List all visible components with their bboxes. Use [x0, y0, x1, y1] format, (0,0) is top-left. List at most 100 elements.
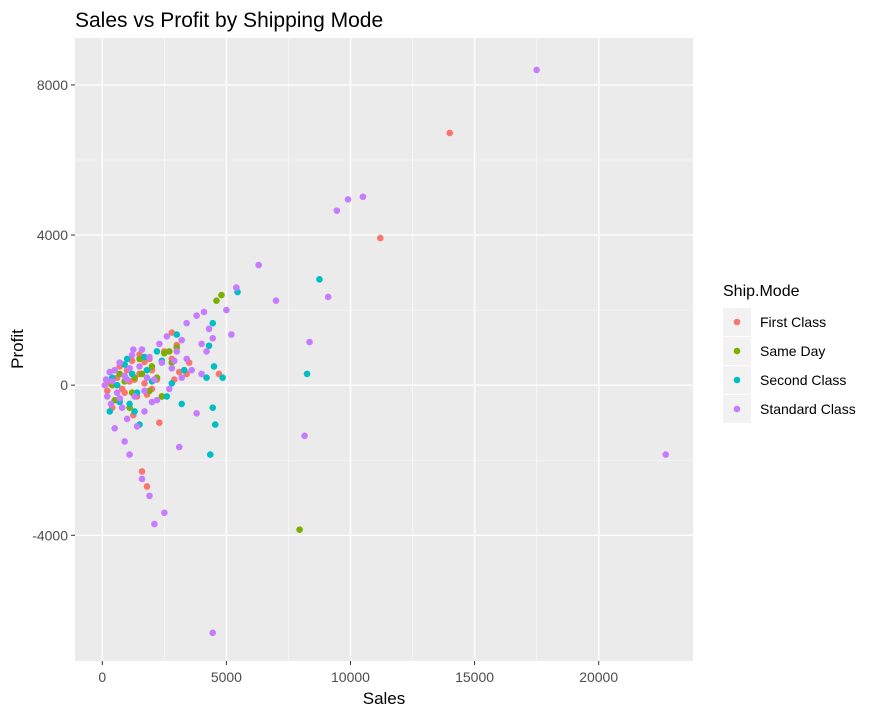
- point-standard-class: [223, 306, 230, 314]
- point-standard-class: [333, 207, 341, 214]
- point-standard-class: [344, 196, 352, 203]
- major-gridlines: [75, 38, 693, 661]
- point-second-class: [128, 370, 136, 378]
- legend-title: Ship.Mode: [723, 283, 800, 300]
- point-standard-class: [209, 334, 217, 342]
- point-second-class: [153, 348, 161, 355]
- point-standard-class: [161, 509, 168, 517]
- point-standard-class: [203, 348, 210, 355]
- point-standard-class: [175, 443, 183, 451]
- point-second-class: [141, 353, 148, 361]
- point-standard-class: [151, 376, 158, 383]
- point-standard-class: [111, 425, 119, 432]
- point-standard-class: [533, 66, 540, 74]
- point-first-class: [128, 357, 136, 365]
- x-tick-label: 0: [98, 669, 106, 685]
- point-second-class: [143, 366, 151, 374]
- point-standard-class: [183, 355, 190, 363]
- point-second-class: [210, 363, 218, 370]
- point-standard-class: [128, 351, 136, 359]
- point-standard-class: [170, 357, 178, 365]
- legend-swatch-standard-class: [733, 405, 741, 413]
- point-standard-class: [272, 297, 280, 305]
- point-standard-class: [107, 400, 115, 408]
- point-standard-class: [143, 374, 151, 381]
- point-standard-class: [233, 284, 240, 291]
- point-standard-class: [108, 378, 116, 385]
- point-standard-class: [130, 346, 137, 353]
- point-standard-class: [136, 363, 143, 370]
- point-standard-class: [121, 438, 128, 445]
- point-first-class: [446, 129, 454, 137]
- point-standard-class: [198, 340, 205, 348]
- point-first-class: [143, 483, 151, 490]
- point-standard-class: [173, 348, 181, 355]
- point-second-class: [209, 319, 217, 327]
- point-standard-class: [106, 368, 114, 376]
- point-same-day: [138, 370, 146, 378]
- point-same-day: [161, 349, 168, 357]
- point-first-class: [168, 329, 176, 336]
- point-standard-class: [178, 374, 186, 381]
- point-standard-class: [141, 387, 148, 395]
- point-second-class: [123, 355, 131, 363]
- point-second-class: [316, 276, 323, 283]
- point-same-day: [146, 387, 153, 395]
- point-standard-class: [113, 389, 121, 396]
- point-standard-class: [138, 475, 146, 483]
- legend-swatch-first-class: [733, 318, 741, 326]
- point-standard-class: [103, 393, 111, 400]
- point-standard-class: [188, 366, 195, 374]
- point-standard-class: [118, 404, 126, 411]
- point-standard-class: [205, 325, 213, 333]
- point-same-day: [218, 291, 225, 299]
- y-tick-label: 8000: [37, 77, 68, 93]
- point-same-day: [148, 363, 156, 370]
- point-standard-class: [116, 359, 123, 366]
- y-axis-title: Profit: [8, 329, 27, 369]
- y-axis-ticks: -4000 0 4000 8000: [32, 77, 75, 543]
- legend-label-second-class: Second Class: [760, 372, 846, 388]
- point-first-class: [118, 385, 126, 393]
- point-second-class: [113, 381, 121, 389]
- point-standard-class: [133, 423, 141, 430]
- legend-swatch-second-class: [733, 376, 741, 384]
- point-same-day: [166, 348, 173, 355]
- y-tick-label: 4000: [37, 227, 68, 243]
- point-standard-class: [116, 394, 123, 402]
- point-standard-class: [193, 410, 200, 417]
- point-standard-class: [198, 370, 205, 378]
- x-tick-label: 20000: [579, 669, 618, 685]
- point-standard-class: [324, 293, 332, 301]
- point-same-day: [158, 393, 166, 400]
- point-standard-class: [141, 408, 148, 415]
- x-axis-title: Sales: [363, 689, 406, 708]
- point-standard-class: [178, 336, 186, 344]
- point-standard-class: [126, 364, 133, 372]
- point-second-class: [178, 400, 186, 408]
- chart-title: Sales vs Profit by Shipping Mode: [75, 9, 383, 32]
- point-second-class: [106, 408, 114, 415]
- point-first-class: [175, 368, 183, 376]
- point-standard-class: [228, 331, 235, 338]
- legend-label-standard-class: Standard Class: [760, 401, 856, 417]
- point-standard-class: [156, 340, 163, 348]
- point-standard-class: [193, 312, 200, 320]
- point-second-class: [121, 361, 128, 368]
- point-second-class: [131, 408, 138, 415]
- point-standard-class: [662, 451, 669, 458]
- point-standard-class: [200, 308, 208, 316]
- point-first-class: [141, 358, 148, 366]
- x-tick-label: 10000: [331, 669, 370, 685]
- point-second-class: [180, 366, 188, 374]
- point-second-class: [211, 421, 219, 428]
- point-standard-class: [158, 359, 166, 366]
- point-second-class: [203, 374, 210, 381]
- point-same-day: [116, 370, 123, 378]
- point-standard-class: [126, 451, 133, 458]
- point-standard-class: [168, 364, 176, 372]
- point-second-class: [173, 331, 181, 338]
- legend-label-same-day: Same Day: [760, 343, 825, 359]
- point-standard-class: [301, 432, 308, 440]
